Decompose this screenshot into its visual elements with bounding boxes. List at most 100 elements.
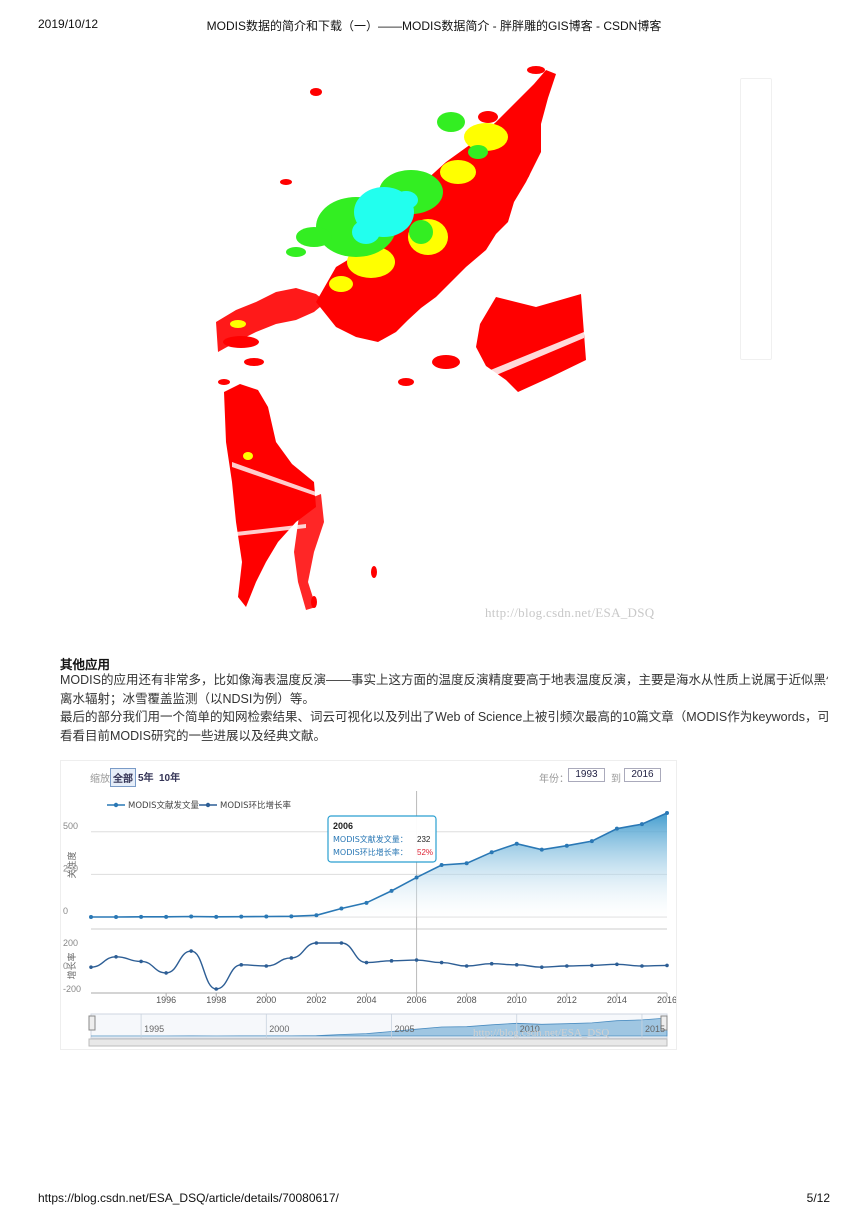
data-point-growth bbox=[189, 949, 193, 953]
data-point-growth bbox=[289, 956, 294, 960]
navigator-handle-left bbox=[88, 1015, 96, 1031]
data-point-publications bbox=[264, 914, 269, 919]
zoom-label: 缩放 bbox=[90, 774, 110, 785]
data-point-growth bbox=[264, 964, 269, 968]
data-point-growth bbox=[389, 959, 394, 963]
data-point-publications bbox=[89, 915, 93, 919]
data-point-publications bbox=[414, 875, 419, 880]
print-url: https://blog.csdn.net/ESA_DSQ/article/de… bbox=[38, 1191, 339, 1205]
y-tick-label: -200 bbox=[63, 984, 81, 994]
y-tick-label: 500 bbox=[63, 821, 78, 831]
chart-watermark: http://blog.csdn.net/ESA_DSQ bbox=[473, 1027, 609, 1039]
y-axis-label: 增长率 bbox=[66, 952, 78, 979]
data-point-publications bbox=[139, 914, 144, 919]
print-page-title: MODIS数据的简介和下载（一）——MODIS数据简介 - 胖胖雕的GIS博客 … bbox=[206, 19, 662, 33]
navigator-label: 1995 bbox=[144, 1024, 164, 1034]
data-point-publications bbox=[439, 863, 444, 867]
data-point-growth bbox=[615, 962, 619, 967]
paragraph-literature: 最后的部分我们用一个简单的知网检索结果、词云可视化以及列出了Web of Sci… bbox=[60, 708, 828, 745]
paragraph-line: 看看目前MODIS研究的一些进展以及经典文献。 bbox=[60, 728, 326, 743]
x-tick-label: 1998 bbox=[206, 995, 226, 1005]
data-point-growth bbox=[514, 963, 519, 967]
data-point-growth bbox=[640, 964, 644, 968]
data-point-growth bbox=[439, 960, 444, 965]
section-heading: 其他应用 bbox=[60, 658, 111, 672]
data-point-growth bbox=[164, 971, 168, 975]
x-tick-label: 2014 bbox=[607, 995, 627, 1005]
data-point-publications bbox=[464, 861, 469, 866]
navigator-label: 2015 bbox=[645, 1024, 665, 1034]
data-point-growth bbox=[539, 965, 544, 969]
data-point-publications bbox=[639, 822, 644, 827]
navigator-label: 2010 bbox=[520, 1024, 540, 1034]
data-point-publications bbox=[214, 914, 219, 919]
range-5y-button[interactable]: 5年 bbox=[138, 773, 154, 784]
tooltip-label: MODIS环比增长率： bbox=[333, 847, 408, 857]
data-point-publications bbox=[489, 850, 494, 855]
data-point-publications bbox=[114, 915, 119, 919]
tooltip-value: 52% bbox=[417, 848, 433, 857]
x-tick-label: 2016 bbox=[657, 995, 676, 1005]
data-point-publications bbox=[539, 847, 544, 852]
print-footer: https://blog.csdn.net/ESA_DSQ/article/de… bbox=[0, 1191, 868, 1207]
data-point-publications bbox=[164, 914, 169, 919]
data-point-growth bbox=[414, 958, 419, 962]
tooltip-label: MODIS文献发文量： bbox=[333, 834, 408, 844]
navigator-label: 2000 bbox=[269, 1024, 289, 1034]
year-from-input[interactable]: 1993 bbox=[568, 768, 605, 782]
data-point-publications bbox=[564, 843, 569, 848]
range-10y-button[interactable]: 10年 bbox=[159, 773, 181, 784]
data-point-growth bbox=[89, 965, 93, 969]
x-tick-label: 2012 bbox=[557, 995, 577, 1005]
paragraph-applications: MODIS的应用还有非常多，比如像海表温度反演——事实上这方面的温度反演精度要高… bbox=[60, 671, 828, 708]
modis-map-graphic bbox=[216, 66, 586, 610]
year-range-label: 年份： bbox=[539, 774, 569, 785]
x-tick-label: 2010 bbox=[507, 995, 527, 1005]
range-all-button[interactable]: 全部 bbox=[110, 768, 136, 787]
data-point-growth bbox=[139, 959, 143, 964]
print-date: 2019/10/12 bbox=[38, 17, 99, 31]
x-tick-label: 2006 bbox=[407, 995, 427, 1005]
legend-label: MODIS环比增长率 bbox=[220, 800, 291, 811]
data-point-publications bbox=[364, 900, 369, 905]
data-point-publications bbox=[189, 914, 194, 919]
paragraph-line: 最后的部分我们用一个简单的知网检索结果、词云可视化以及列出了Web of Sci… bbox=[60, 710, 828, 724]
navigator-label: 2005 bbox=[395, 1024, 415, 1034]
data-point-growth bbox=[114, 955, 118, 959]
y-tick-label: 0 bbox=[63, 906, 68, 916]
data-point-growth bbox=[464, 964, 469, 968]
map-watermark: http://blog.csdn.net/ESA_DSQ bbox=[485, 605, 655, 620]
data-point-publications bbox=[289, 914, 294, 919]
data-point-growth bbox=[489, 961, 494, 966]
data-point-growth bbox=[214, 987, 219, 991]
year-to-input[interactable]: 2016 bbox=[624, 768, 661, 782]
scroll-side-panel bbox=[740, 78, 772, 360]
data-point-growth bbox=[339, 941, 344, 945]
navigator-scrollbar bbox=[88, 1038, 668, 1047]
y-tick-label: 200 bbox=[63, 938, 78, 948]
series-line-growth bbox=[90, 942, 668, 990]
data-point-publications bbox=[339, 906, 344, 911]
data-point-growth bbox=[239, 963, 244, 967]
x-tick-label: 2004 bbox=[356, 995, 376, 1005]
paragraph-line: MODIS的应用还有非常多，比如像海表温度反演——事实上这方面的温度反演精度要高… bbox=[60, 673, 828, 687]
data-point-publications bbox=[314, 913, 319, 918]
data-point-publications bbox=[514, 841, 519, 846]
y-tick-label: 250 bbox=[63, 863, 78, 873]
data-point-publications bbox=[589, 839, 594, 844]
print-page-number: 5/12 bbox=[806, 1191, 830, 1205]
series-area bbox=[91, 813, 667, 917]
data-point-publications bbox=[389, 888, 394, 893]
navigator-handle-right bbox=[660, 1015, 668, 1031]
data-point-growth bbox=[314, 941, 319, 945]
y-tick-label: 0 bbox=[63, 961, 68, 971]
legend-dot bbox=[205, 802, 211, 808]
paragraph-line: 离水辐射；冰雪覆盖监测（以NDSI为例）等。 bbox=[60, 691, 315, 706]
series-line-publications bbox=[91, 812, 668, 918]
publication-trend-chart: 缩放 全部 5年 10年 年份： 1993 到 2016 0 250 500 关注度 2… bbox=[60, 760, 677, 1050]
x-tick-label: 2002 bbox=[306, 995, 326, 1005]
tooltip-box bbox=[327, 815, 437, 863]
data-point-growth bbox=[565, 964, 569, 968]
navigator-series bbox=[91, 1017, 668, 1037]
